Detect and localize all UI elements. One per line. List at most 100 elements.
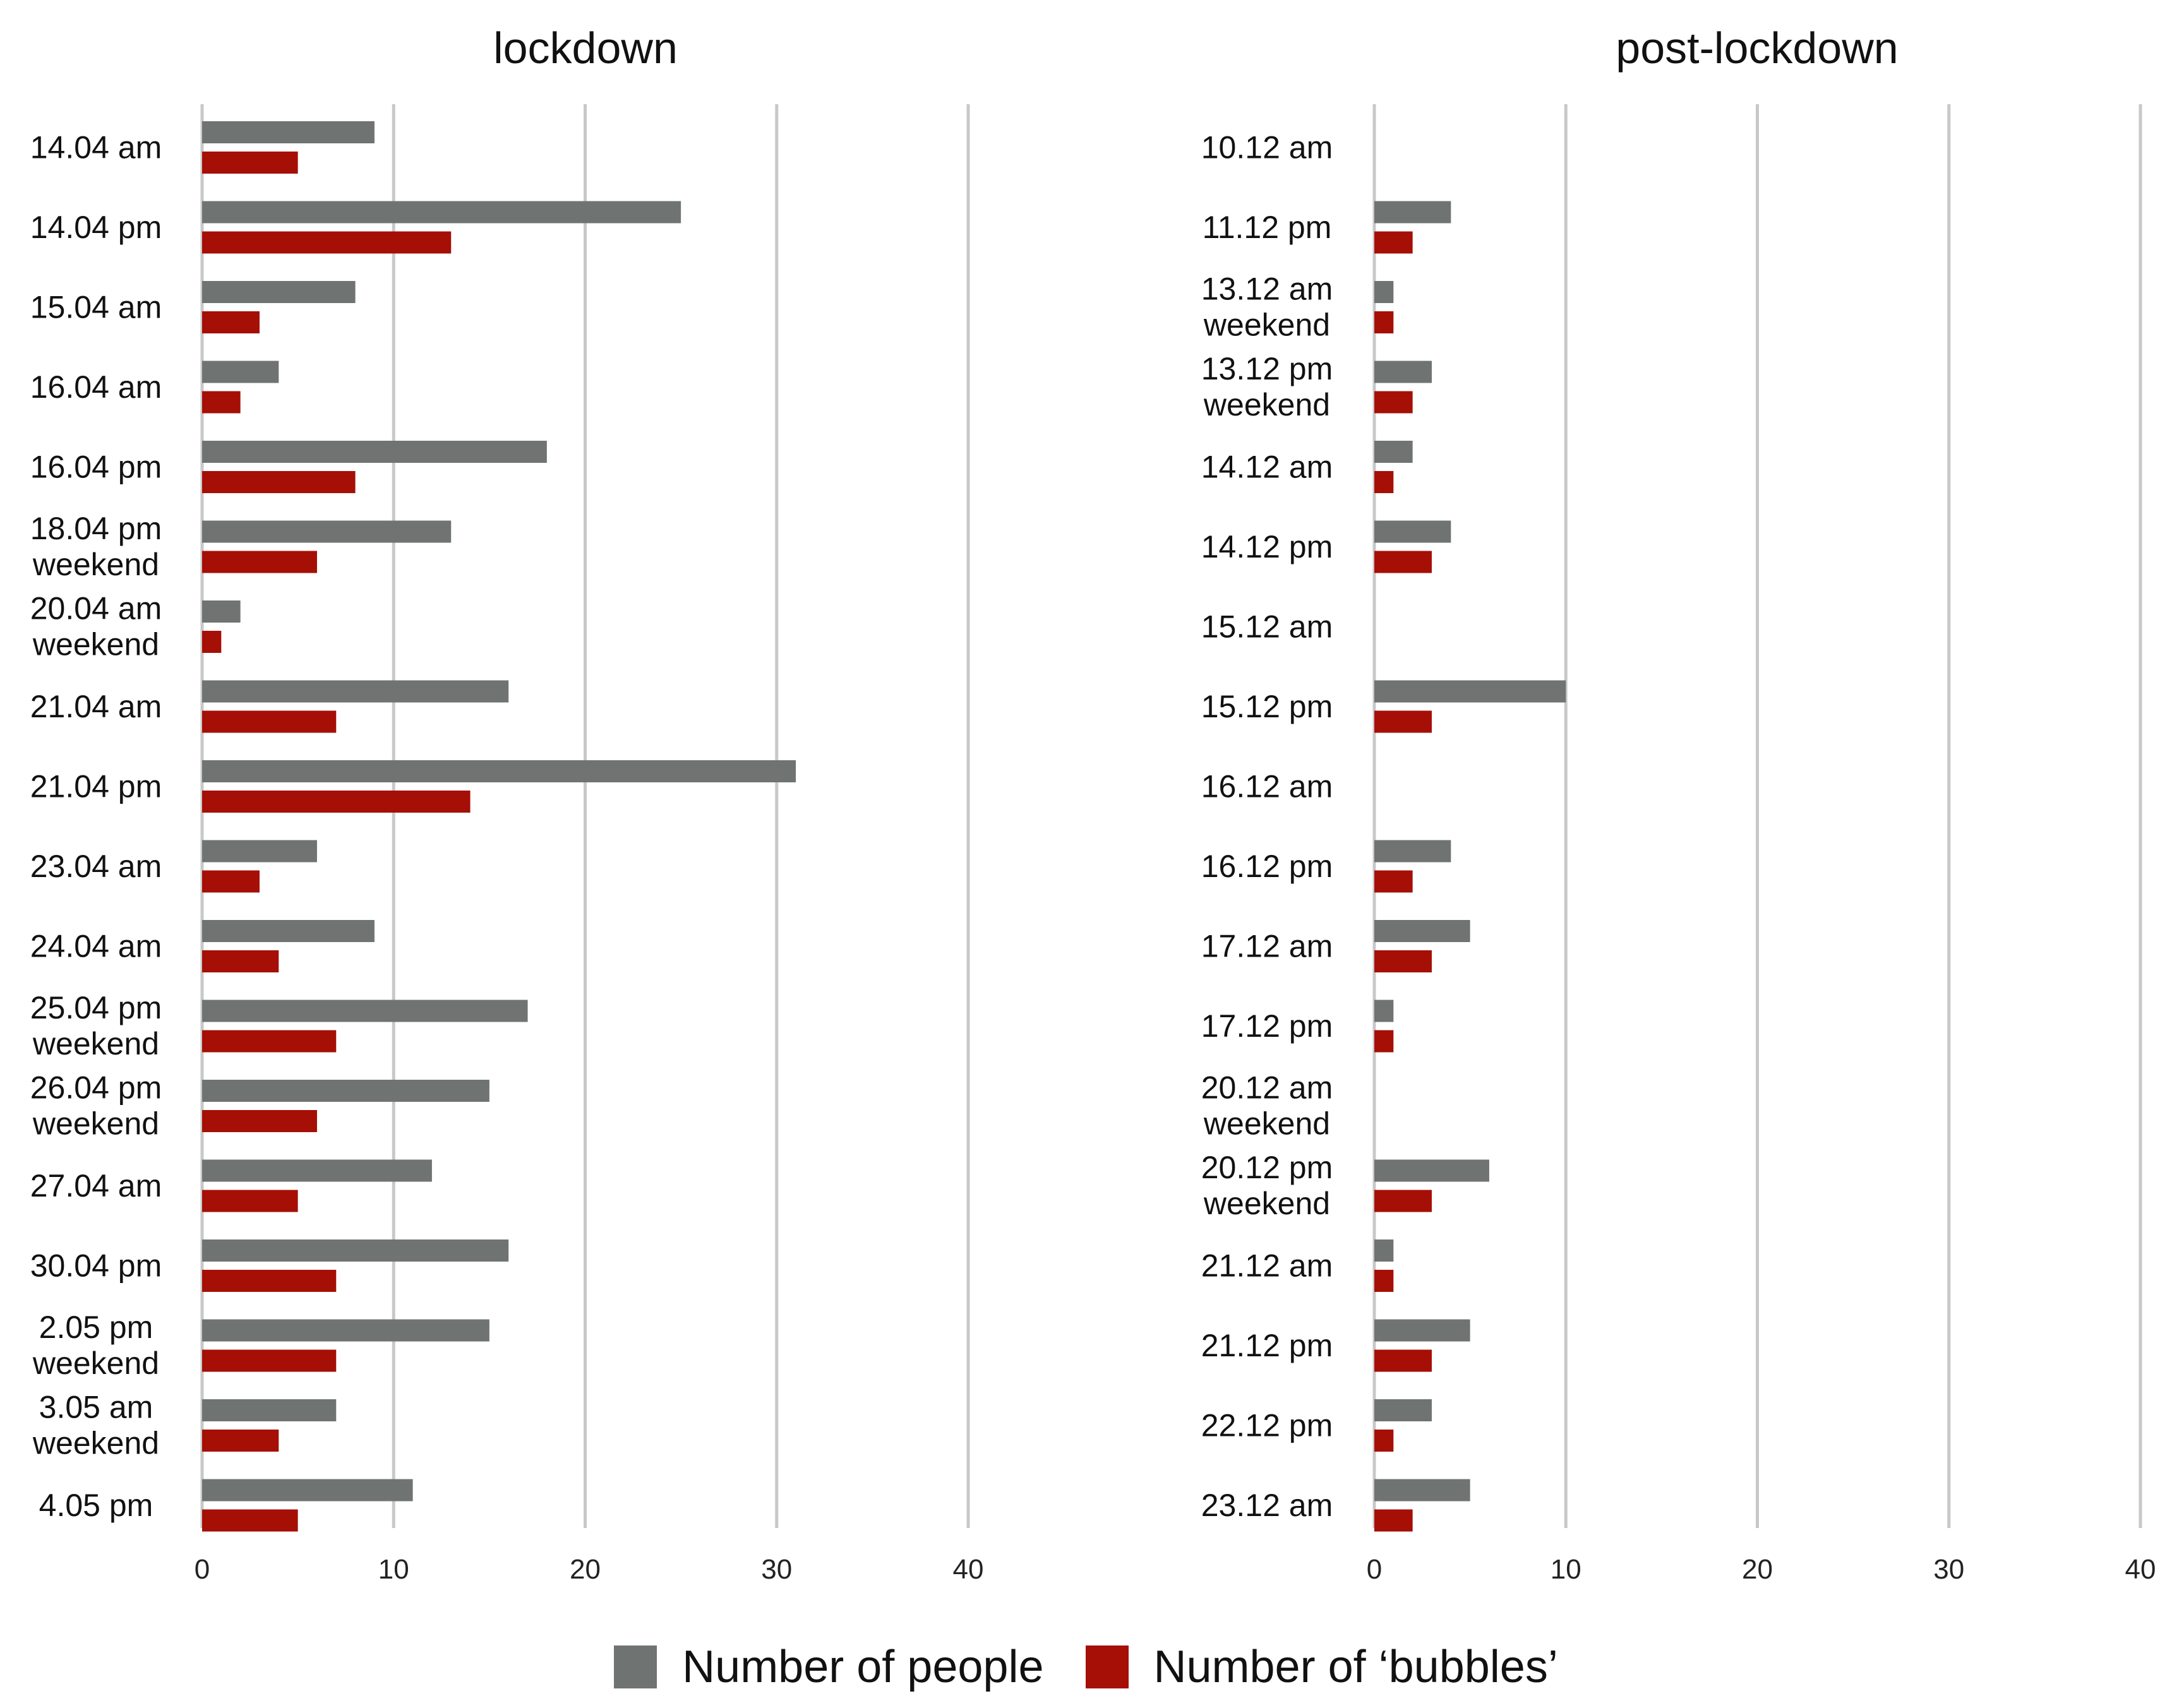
lockdown-category-label-15-line-0: 2.05 pm [39,1310,153,1345]
lockdown-bar-people-17 [202,1479,413,1502]
post-lockdown-bar-bubbles-10 [1374,950,1432,972]
post-lockdown-category-label-14: 21.12 am [1201,1248,1333,1284]
lockdown-bar-bubbles-2 [202,311,260,333]
post-lockdown-bar-bubbles-1 [1374,231,1413,254]
lockdown-category-label-14: 30.04 pm [30,1248,162,1284]
post-lockdown-bar-bubbles-7 [1374,710,1432,733]
lockdown-x-tick-label-0: 0 [195,1554,210,1585]
post-lockdown-category-label-16: 22.12 pm [1201,1408,1333,1443]
lockdown-category-label-13: 27.04 am [30,1168,162,1203]
lockdown-category-label-5-line-0: 18.04 pm [30,511,162,546]
lockdown-bar-bubbles-14 [202,1270,337,1292]
post-lockdown-category-label-4: 14.12 am [1201,450,1333,485]
legend-item-people[interactable]: Number of people [614,1641,1044,1693]
lockdown-x-tick-label-30: 30 [761,1554,792,1585]
lockdown-category-label-3: 16.04 am [30,369,162,405]
lockdown-bar-bubbles-3 [202,391,241,414]
post-lockdown-x-tick-label-40: 40 [2125,1554,2156,1585]
lockdown-bar-people-15 [202,1319,489,1342]
lockdown-bar-bubbles-17 [202,1509,298,1532]
lockdown-category-label-11: 25.04 pm weekend [30,990,162,1061]
post-lockdown-bar-people-11 [1374,1000,1394,1022]
legend-label-bubbles: Number of ‘bubbles’ [1153,1642,1558,1692]
legend-item-bubbles[interactable]: Number of ‘bubbles’ [1085,1641,1558,1693]
legend: Number of people Number of ‘bubbles’ [0,1629,2172,1705]
lockdown-bar-people-4 [202,441,547,463]
post-lockdown-category-label-5: 14.12 pm [1201,529,1333,564]
post-lockdown-category-label-3: 13.12 pm weekend [1201,351,1333,422]
post-lockdown-category-label-17: 23.12 am [1201,1488,1333,1523]
post-lockdown-bar-bubbles-16 [1374,1430,1394,1452]
post-lockdown-category-label-9: 16.12 pm [1201,849,1333,884]
lockdown-bar-people-7 [202,680,509,703]
post-lockdown-category-label-3-line-0: 13.12 pm [1201,351,1333,386]
lockdown-bar-bubbles-15 [202,1349,337,1372]
post-lockdown-category-label-8: 16.12 am [1201,769,1333,804]
lockdown-category-label-1: 14.04 pm [30,210,162,245]
lockdown-category-label-7: 21.04 am [30,689,162,724]
post-lockdown-category-label-3-line-1: weekend [1203,387,1330,422]
post-lockdown-bar-people-3 [1374,361,1432,383]
lockdown-bar-bubbles-13 [202,1190,298,1212]
lockdown-bar-bubbles-7 [202,710,337,733]
lockdown-category-label-16-line-1: weekend [32,1426,159,1461]
legend-swatch-people [614,1645,657,1688]
lockdown-bar-people-14 [202,1239,509,1262]
lockdown-category-label-11-line-0: 25.04 pm [30,990,162,1025]
post-lockdown-x-tick-label-30: 30 [1933,1554,1964,1585]
post-lockdown-bar-bubbles-17 [1374,1509,1413,1532]
lockdown-bar-bubbles-0 [202,152,298,174]
lockdown-category-label-12: 26.04 pm weekend [30,1070,162,1142]
lockdown-bar-people-9 [202,840,317,863]
lockdown-bar-bubbles-6 [202,631,222,653]
lockdown-bar-people-1 [202,201,681,224]
lockdown-bar-people-5 [202,520,452,543]
lockdown-bar-people-10 [202,920,375,942]
lockdown-bar-bubbles-12 [202,1110,317,1132]
lockdown-bar-people-16 [202,1399,337,1421]
post-lockdown-bar-bubbles-14 [1374,1270,1394,1292]
lockdown-x-tick-label-10: 10 [378,1554,409,1585]
lockdown-category-label-4: 16.04 pm [30,450,162,485]
post-lockdown-bar-bubbles-2 [1374,311,1394,333]
lockdown-category-label-12-line-0: 26.04 pm [30,1070,162,1106]
lockdown-category-label-17: 4.05 pm [39,1488,153,1523]
lockdown-category-label-6-line-0: 20.04 am [30,591,162,626]
post-lockdown-bar-people-5 [1374,520,1451,543]
lockdown-bar-bubbles-8 [202,791,471,813]
lockdown-category-label-2: 15.04 am [30,290,162,325]
lockdown-bar-bubbles-4 [202,471,356,493]
post-lockdown-bar-people-17 [1374,1479,1470,1502]
lockdown-x-tick-label-40: 40 [953,1554,984,1585]
post-lockdown-bar-people-16 [1374,1399,1432,1421]
post-lockdown-category-label-13-line-1: weekend [1203,1186,1330,1221]
lockdown-category-label-9: 23.04 am [30,849,162,884]
lockdown-bar-people-3 [202,361,279,383]
post-lockdown-bar-people-13 [1374,1159,1489,1182]
post-lockdown-category-label-12-line-1: weekend [1203,1106,1330,1142]
lockdown-category-label-10: 24.04 am [30,929,162,964]
lockdown-bar-people-0 [202,121,375,143]
lockdown-bar-bubbles-11 [202,1030,337,1053]
post-lockdown-bar-bubbles-9 [1374,870,1413,893]
post-lockdown-bar-bubbles-5 [1374,551,1432,573]
lockdown-category-label-16: 3.05 am weekend [32,1390,159,1461]
post-lockdown-x-tick-label-10: 10 [1551,1554,1581,1585]
lockdown-category-label-5-line-1: weekend [32,547,159,582]
legend-swatch-bubbles [1085,1645,1129,1688]
lockdown-bar-bubbles-5 [202,551,317,573]
post-lockdown-category-label-6: 15.12 am [1201,609,1333,645]
lockdown-x-tick-label-20: 20 [570,1554,601,1585]
post-lockdown-bar-people-10 [1374,920,1470,942]
post-lockdown-category-label-2-line-0: 13.12 am [1201,272,1333,307]
post-lockdown-bar-bubbles-15 [1374,1349,1432,1372]
lockdown-bar-people-12 [202,1080,489,1102]
lockdown-bar-bubbles-16 [202,1430,279,1452]
lockdown-category-label-11-line-1: weekend [32,1026,159,1061]
post-lockdown-category-label-1: 11.12 pm [1203,210,1332,245]
lockdown-chart-title: lockdown [493,23,678,73]
post-lockdown-category-label-13-line-0: 20.12 pm [1201,1150,1333,1185]
post-lockdown-bar-people-7 [1374,680,1566,703]
lockdown-bar-bubbles-1 [202,231,452,254]
lockdown-bar-people-6 [202,600,241,623]
